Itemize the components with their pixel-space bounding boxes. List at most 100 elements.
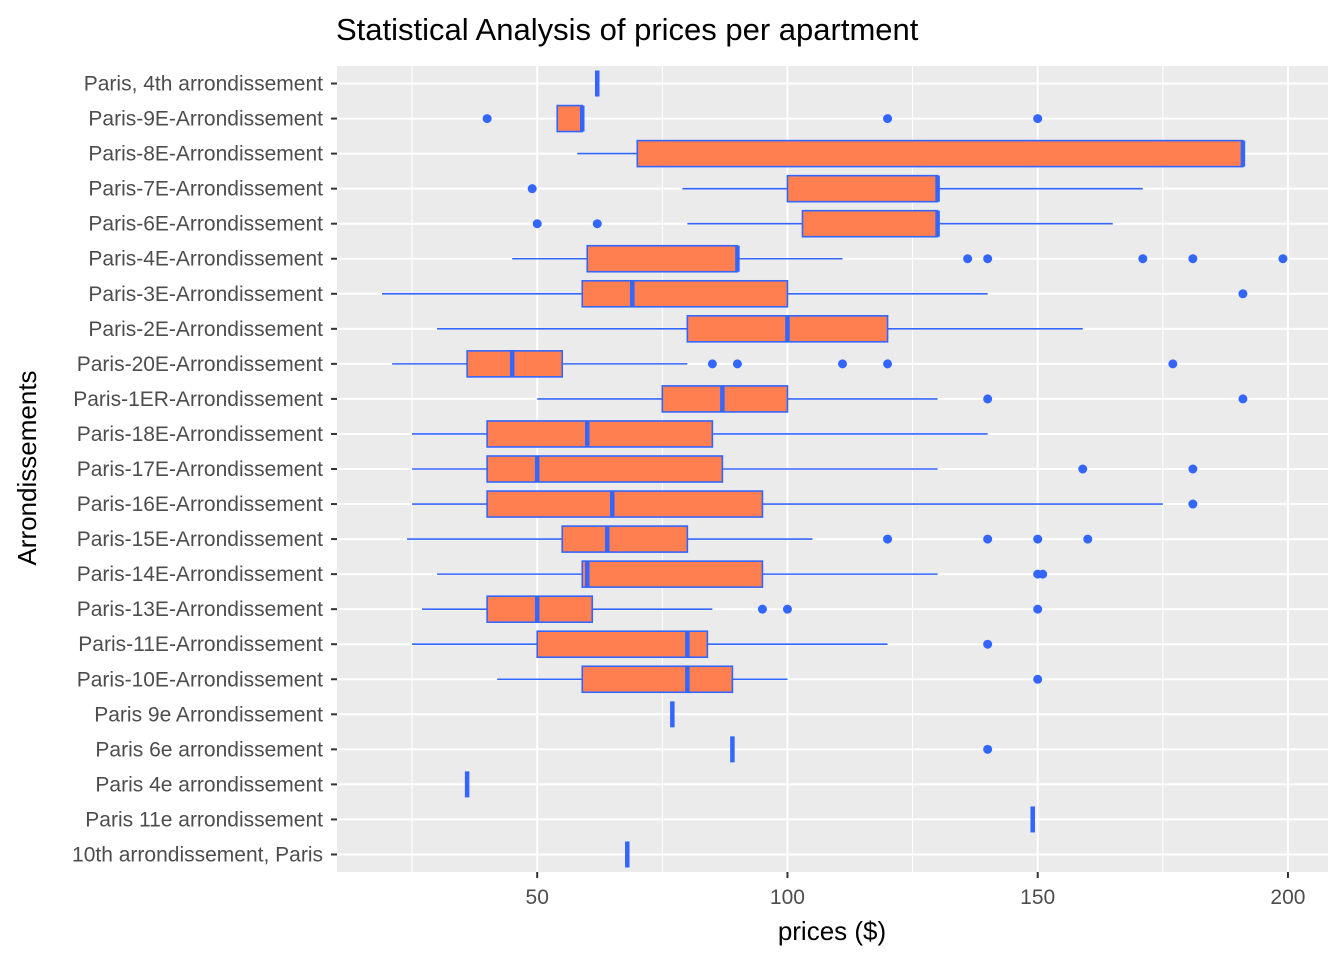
box-body [486, 490, 764, 518]
outlier-point [592, 219, 602, 229]
outlier-point [883, 534, 893, 544]
y-tick-label: Paris-18E-Arrondissement [77, 423, 323, 446]
box-body [486, 455, 724, 483]
outlier-point [1033, 114, 1043, 124]
outlier-point [838, 359, 848, 369]
y-tick-label: Paris-17E-Arrondissement [77, 458, 323, 481]
y-tick-label: Paris-10E-Arrondissement [77, 668, 323, 691]
box-body [581, 279, 789, 308]
box-14 [407, 525, 1093, 553]
outlier-point [983, 744, 993, 754]
y-tick-label: Paris-7E-Arrondissement [88, 178, 323, 201]
outlier-point [1168, 359, 1178, 369]
y-tick-label: Paris 9e Arrondissement [94, 703, 323, 726]
box-body [536, 630, 709, 659]
outlier-point [1033, 604, 1043, 614]
outlier-point [983, 639, 993, 649]
y-tick-label: Paris-13E-Arrondissement [77, 598, 323, 621]
x-tick-label: 100 [770, 886, 805, 909]
box-3 [577, 139, 1246, 168]
box-body [661, 385, 789, 413]
outlier-point [732, 359, 742, 369]
y-tick-label: Paris, 4th arrondissement [84, 73, 323, 96]
outlier-point [1138, 254, 1148, 264]
x-tick-label: 200 [1270, 886, 1305, 909]
box-body [581, 665, 734, 694]
y-tick-label: Paris-15E-Arrondissement [77, 528, 323, 551]
box-body [786, 174, 939, 203]
outlier-point [707, 359, 717, 369]
box-body [801, 209, 939, 238]
y-tick-label: Paris-3E-Arrondissement [88, 283, 323, 306]
outlier-point [1238, 394, 1248, 404]
y-tick-label: Paris-2E-Arrondissement [88, 318, 323, 341]
box-13 [412, 490, 1198, 518]
y-axis-title: Arrondissements [12, 370, 42, 565]
box-20 [730, 736, 993, 763]
outlier-point [1038, 569, 1048, 579]
outlier-point [1083, 534, 1093, 544]
outlier-point [1033, 534, 1043, 544]
box-10 [537, 385, 1248, 413]
outlier-point [1078, 464, 1088, 474]
box-7 [382, 279, 1248, 308]
outlier-point [883, 114, 893, 124]
box-body [466, 350, 564, 378]
outlier-point [527, 184, 537, 194]
box-4 [527, 174, 1143, 203]
y-tick-label: Paris-1ER-Arrondissement [73, 388, 323, 411]
outlier-point [1278, 254, 1288, 264]
y-tick-label: Paris 4e arrondissement [95, 773, 323, 796]
y-tick-label: Paris-8E-Arrondissement [88, 143, 323, 166]
outlier-point [482, 114, 492, 124]
x-tick-label: 50 [526, 886, 549, 909]
box-body [486, 420, 714, 448]
y-tick-label: Paris-6E-Arrondissement [88, 213, 323, 236]
box-9 [392, 350, 1178, 378]
box-body [586, 244, 739, 273]
box-8 [437, 315, 1083, 343]
y-tick-label: Paris-11E-Arrondissement [78, 633, 323, 656]
box-16 [422, 595, 1043, 623]
y-tick-label: Paris-20E-Arrondissement [77, 353, 323, 376]
box-6 [512, 244, 1288, 273]
y-tick-label: Paris 6e arrondissement [95, 738, 323, 761]
box-body [561, 525, 689, 553]
box-11 [412, 420, 988, 448]
outlier-point [757, 604, 767, 614]
outlier-point [883, 359, 893, 369]
x-tick-label: 150 [1020, 886, 1055, 909]
outlier-point [983, 394, 993, 404]
box-body [556, 104, 584, 133]
outlier-point [532, 219, 542, 229]
box-12 [412, 455, 1198, 483]
box-body [636, 139, 1244, 168]
y-tick-label: Paris 11e arrondissement [85, 808, 323, 831]
y-tick-label: Paris-16E-Arrondissement [77, 493, 323, 516]
x-axis-ticks: 50 100 150 200 [526, 872, 1305, 909]
chart-title: Statistical Analysis of prices per apart… [336, 12, 919, 47]
outlier-point [1033, 674, 1043, 684]
outlier-point [1188, 254, 1198, 264]
box-5 [532, 209, 1113, 238]
box-body [581, 560, 764, 588]
box-body [486, 595, 594, 623]
outlier-point [782, 604, 792, 614]
x-axis-title: prices ($) [778, 916, 886, 946]
outlier-point [1238, 289, 1248, 299]
y-tick-label: Paris-14E-Arrondissement [77, 563, 323, 586]
y-tick-label: 10th arrondissement, Paris [72, 843, 323, 866]
outlier-point [983, 254, 993, 264]
box-17 [412, 630, 993, 659]
outlier-point [983, 534, 993, 544]
outlier-point [1188, 464, 1198, 474]
box-18 [497, 665, 1043, 694]
outlier-point [963, 254, 973, 264]
y-axis-ticks: Paris, 4th arrondissement Paris-9E-Arrond… [72, 73, 337, 866]
box-series [382, 70, 1288, 868]
box-2 [482, 104, 1043, 133]
y-tick-label: Paris-4E-Arrondissement [88, 248, 323, 271]
y-tick-label: Paris-9E-Arrondissement [88, 108, 323, 131]
box-15 [437, 560, 1048, 588]
